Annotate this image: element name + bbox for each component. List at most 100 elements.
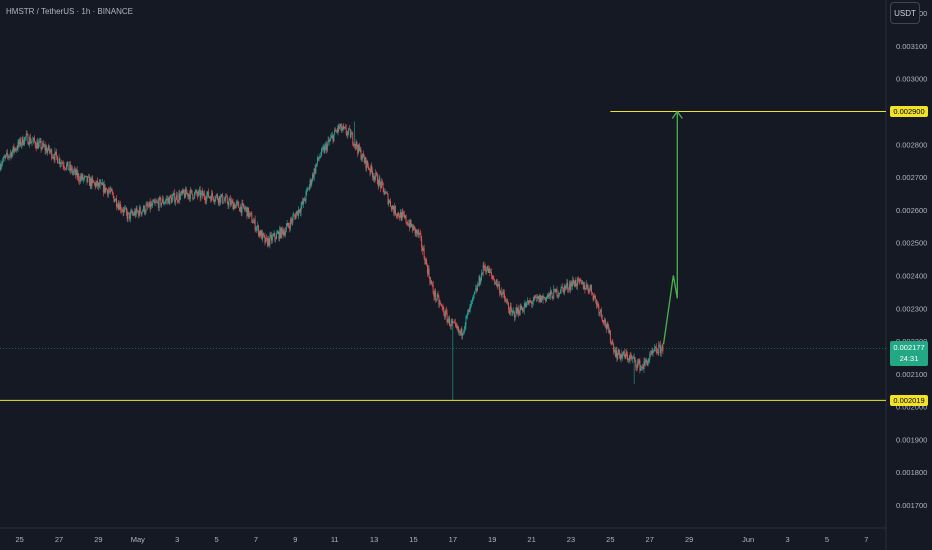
candle-body bbox=[129, 212, 131, 219]
candle-body bbox=[140, 212, 142, 215]
candle-body bbox=[169, 195, 171, 205]
candle-body bbox=[440, 304, 442, 306]
candle-body bbox=[655, 346, 657, 352]
candle-body bbox=[431, 284, 433, 285]
candle-body bbox=[475, 288, 477, 291]
candle-body bbox=[390, 200, 391, 207]
candle-body bbox=[516, 307, 518, 313]
candle-body bbox=[655, 346, 656, 348]
candle-body bbox=[243, 203, 245, 208]
candle-body bbox=[567, 282, 569, 290]
candle-body bbox=[209, 196, 211, 198]
candle-body bbox=[633, 357, 635, 359]
candle-body bbox=[349, 128, 350, 130]
candle-body bbox=[308, 185, 310, 190]
candle-body bbox=[604, 319, 606, 326]
x-tick-label: 7 bbox=[864, 535, 868, 544]
candle-body bbox=[369, 169, 371, 173]
candle-body bbox=[368, 168, 370, 170]
candle-body bbox=[37, 141, 39, 149]
candle-body bbox=[271, 235, 273, 241]
candle-body bbox=[48, 145, 50, 152]
candle-body bbox=[90, 178, 92, 187]
candle-body bbox=[568, 289, 569, 290]
projection-arrow[interactable] bbox=[662, 111, 678, 345]
candle-body bbox=[634, 357, 636, 361]
candle-body bbox=[441, 305, 443, 307]
candle-body bbox=[28, 144, 30, 145]
candle-body bbox=[10, 152, 12, 155]
candle-body bbox=[437, 294, 439, 297]
candle-body bbox=[185, 188, 187, 194]
candle-body bbox=[580, 279, 582, 282]
candle-body bbox=[447, 320, 449, 323]
candle-body bbox=[465, 316, 467, 326]
candle-body bbox=[433, 292, 435, 297]
candle-body bbox=[325, 144, 327, 146]
candle-body bbox=[240, 206, 242, 213]
candle-body bbox=[659, 344, 661, 346]
candle-body bbox=[390, 206, 392, 210]
candle-body bbox=[328, 140, 330, 142]
candle-body bbox=[141, 211, 143, 215]
candle-body bbox=[244, 207, 245, 210]
x-tick-label: 3 bbox=[175, 535, 179, 544]
candle-body bbox=[36, 141, 38, 149]
candle-body bbox=[303, 198, 304, 204]
candle-body bbox=[533, 296, 535, 302]
currency-unit-button[interactable]: USDT bbox=[890, 2, 920, 24]
candle-body bbox=[20, 143, 22, 146]
candle-body bbox=[155, 201, 157, 203]
x-tick-label: 25 bbox=[16, 535, 24, 544]
candle-body bbox=[584, 285, 586, 290]
candle-body bbox=[426, 259, 428, 266]
candle-body bbox=[507, 301, 509, 305]
candle-body bbox=[29, 137, 30, 145]
candle-body bbox=[93, 182, 95, 184]
y-tick-label: 0.002100 bbox=[896, 370, 927, 379]
candle-body bbox=[531, 302, 533, 304]
candle-body bbox=[590, 284, 592, 288]
candle-body bbox=[376, 172, 377, 175]
candle-body bbox=[216, 194, 218, 197]
candle-body bbox=[554, 288, 556, 293]
candle-body bbox=[340, 124, 341, 127]
candle-body bbox=[358, 144, 360, 151]
candle-body bbox=[1, 164, 3, 167]
candle-body bbox=[466, 315, 468, 317]
candle-body bbox=[285, 226, 287, 231]
candle-body bbox=[412, 225, 414, 231]
candle-body bbox=[290, 219, 292, 221]
candle-body bbox=[139, 207, 141, 213]
candle-body bbox=[23, 144, 25, 145]
candle-body bbox=[410, 220, 412, 227]
y-tick-label: 0.002600 bbox=[896, 206, 927, 215]
candle-body bbox=[127, 213, 129, 219]
candle-body bbox=[427, 268, 429, 274]
candle-body bbox=[120, 210, 122, 211]
candle-body bbox=[157, 201, 158, 203]
candle-body bbox=[108, 190, 110, 192]
candle-body bbox=[322, 147, 324, 149]
candle-body bbox=[629, 355, 631, 361]
candle-body bbox=[588, 291, 590, 293]
candle-body bbox=[264, 235, 266, 243]
candle-body bbox=[646, 359, 647, 363]
candle-body bbox=[416, 229, 418, 234]
candle-body bbox=[474, 290, 476, 294]
y-tick-label: 0.002400 bbox=[896, 271, 927, 280]
candle-body bbox=[307, 188, 309, 190]
candle-body bbox=[196, 190, 198, 195]
candle-body bbox=[239, 207, 240, 212]
candle-body bbox=[21, 137, 23, 144]
candle-body bbox=[352, 133, 354, 144]
candle-body bbox=[6, 152, 8, 156]
candle-body bbox=[80, 176, 82, 179]
candle-body bbox=[238, 202, 240, 208]
candle-body bbox=[49, 151, 51, 153]
candle-body bbox=[640, 366, 642, 371]
x-tick-label: 23 bbox=[567, 535, 575, 544]
candle-body bbox=[313, 168, 315, 178]
